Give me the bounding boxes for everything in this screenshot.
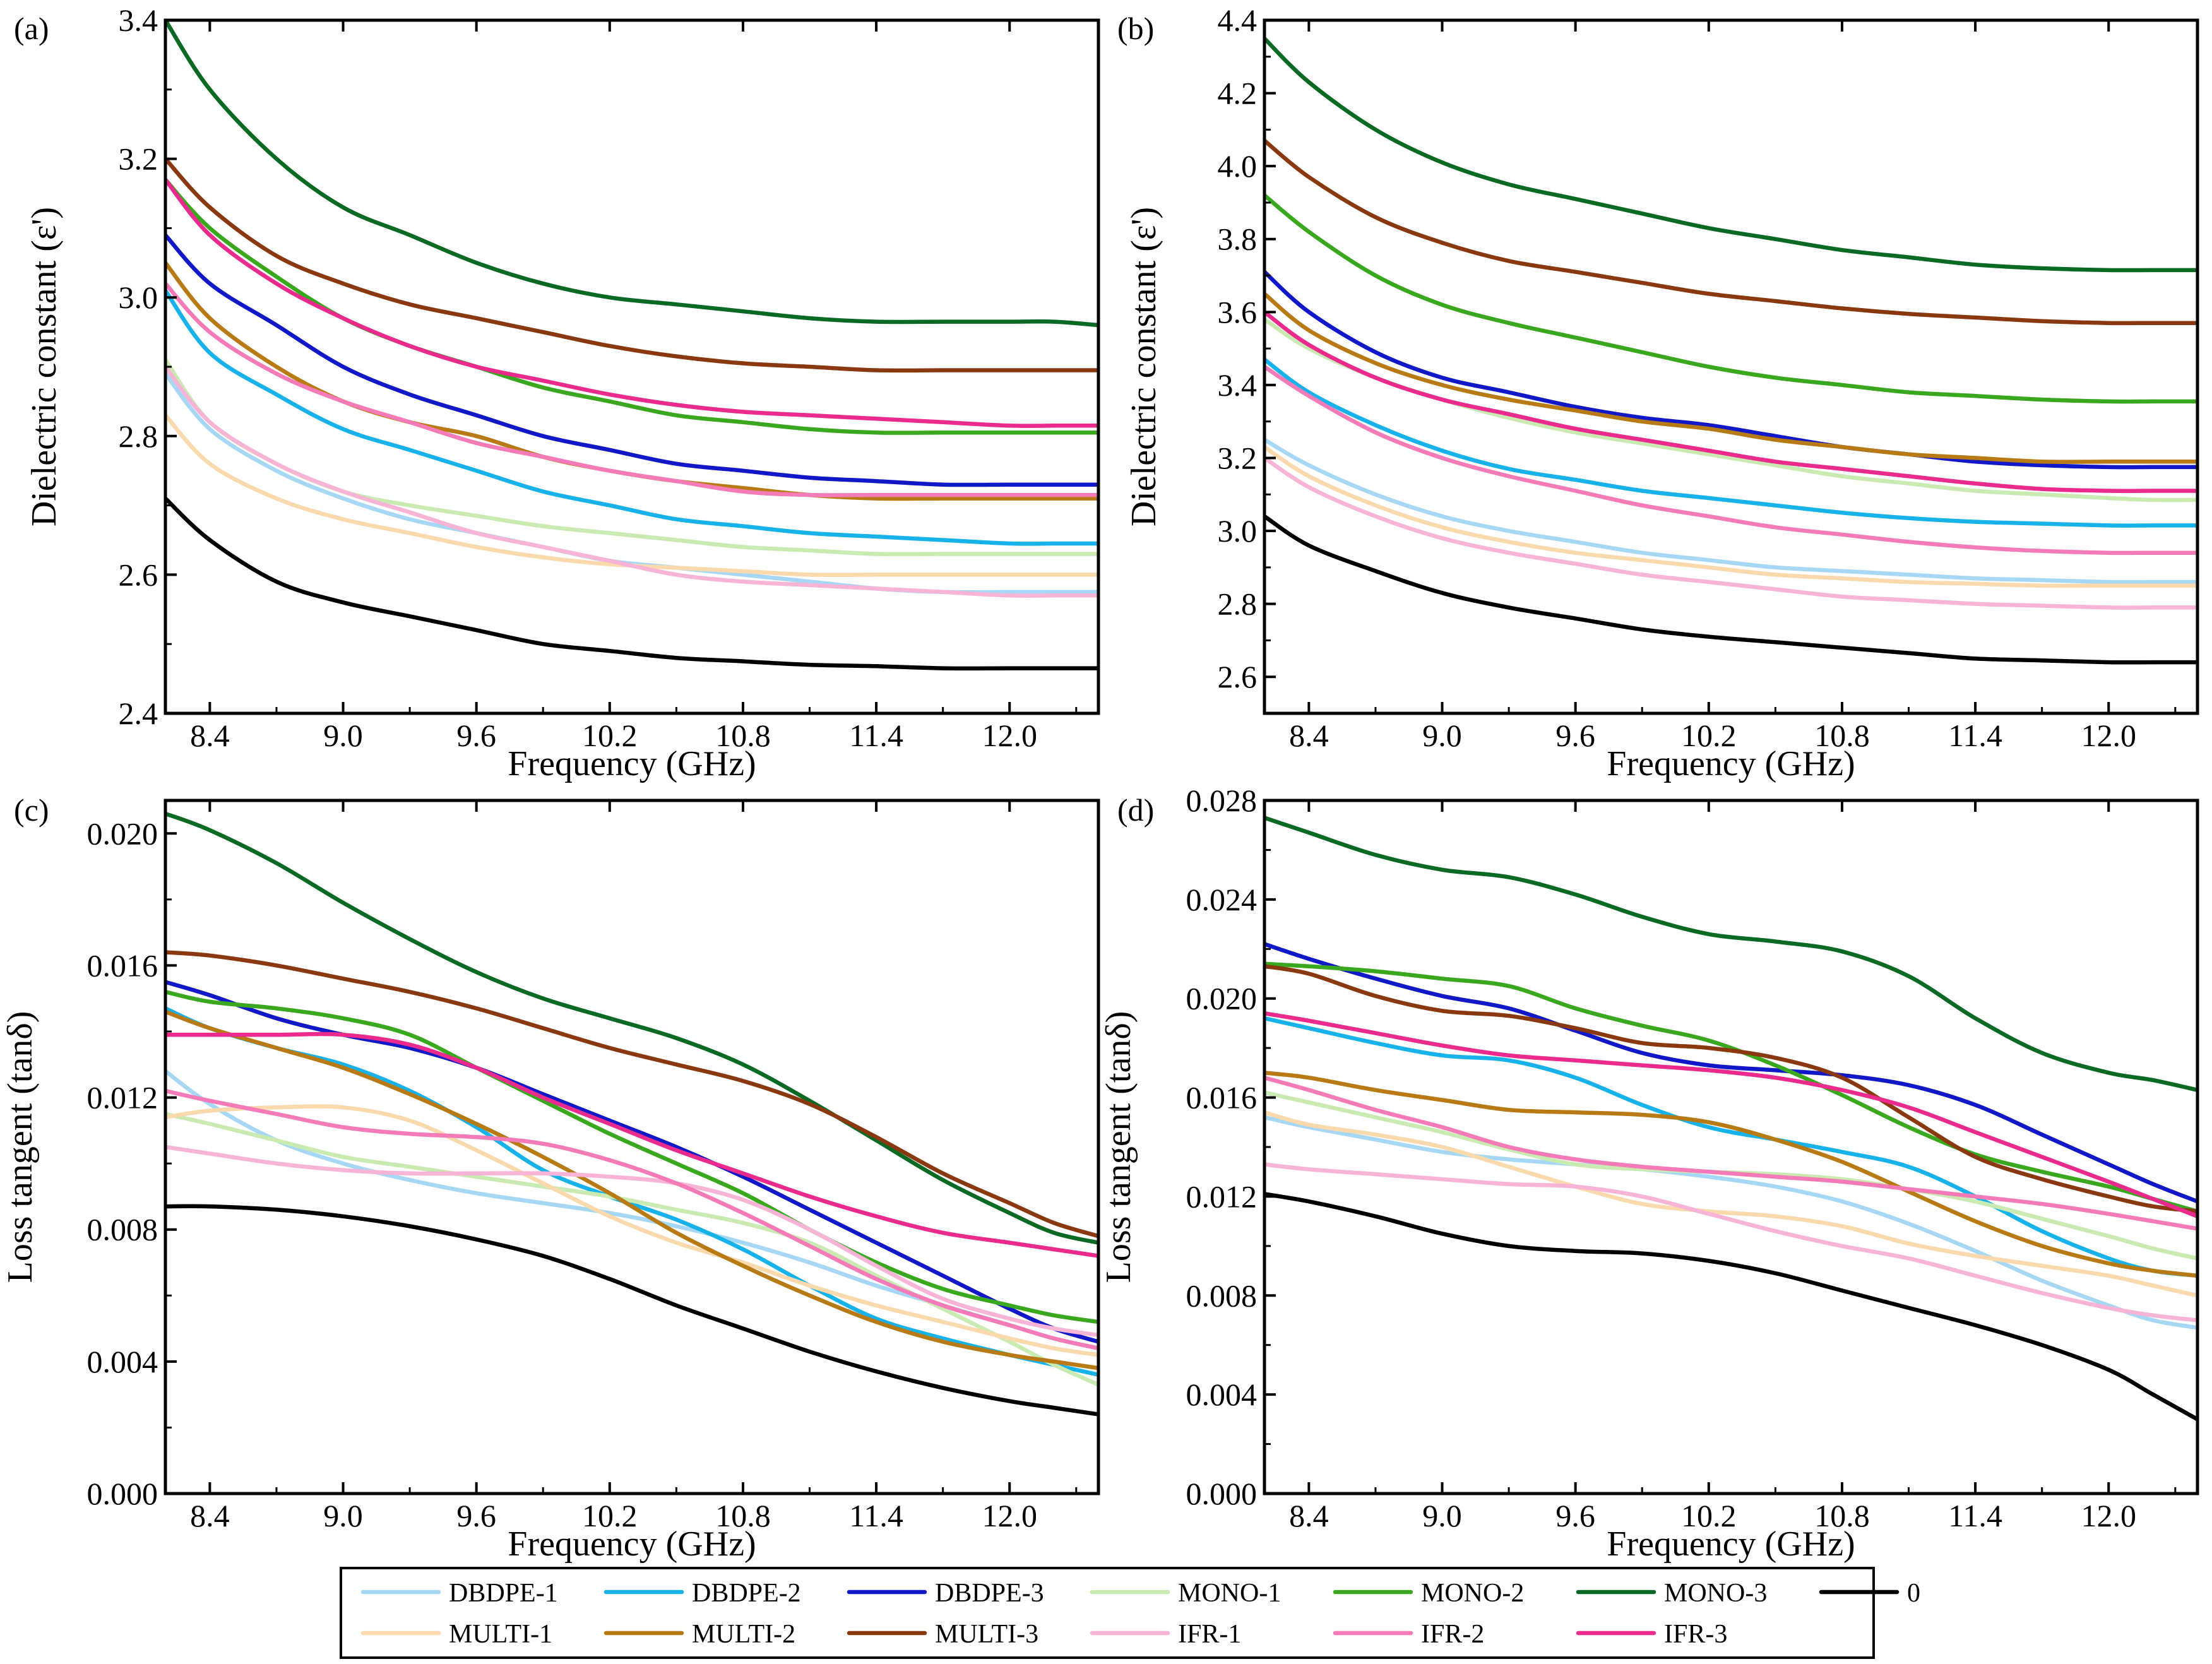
legend-label: DBDPE-1 <box>449 1579 558 1608</box>
y-tick-label: 0.016 <box>87 948 158 983</box>
y-tick-label: 0.000 <box>87 1476 158 1511</box>
x-tick-label: 12.0 <box>982 1498 1037 1533</box>
x-tick-label: 11.4 <box>849 718 903 753</box>
legend-label: MULTI-3 <box>935 1620 1038 1649</box>
y-tick-label: 0.004 <box>1186 1377 1258 1412</box>
legend-label: IFR-1 <box>1178 1620 1241 1649</box>
y-tick-label: 0.012 <box>87 1080 158 1115</box>
panel-letter: (d) <box>1117 792 1154 828</box>
legend-label: DBDPE-2 <box>692 1579 801 1608</box>
x-axis-title: Frequency (GHz) <box>1607 744 1855 783</box>
x-tick-label: 9.0 <box>323 1498 363 1533</box>
y-tick-label: 2.8 <box>1218 586 1258 622</box>
legend-label: IFR-3 <box>1664 1620 1727 1649</box>
y-tick-label: 0.000 <box>1186 1476 1258 1511</box>
y-tick-label: 4.4 <box>1218 3 1258 38</box>
y-tick-label: 0.008 <box>1186 1278 1258 1313</box>
x-tick-label: 12.0 <box>982 718 1037 753</box>
y-tick-label: 0.008 <box>87 1212 158 1247</box>
y-tick-label: 4.0 <box>1218 148 1258 184</box>
legend-label: MONO-3 <box>1664 1579 1767 1608</box>
x-tick-label: 8.4 <box>1289 1498 1329 1533</box>
x-tick-label: 9.6 <box>1555 1498 1595 1533</box>
legend-label: IFR-2 <box>1421 1620 1484 1649</box>
x-tick-label: 9.0 <box>323 718 363 753</box>
y-tick-label: 3.0 <box>119 280 158 315</box>
y-tick-label: 3.2 <box>119 141 158 177</box>
y-tick-label: 0.020 <box>1186 981 1258 1016</box>
x-tick-label: 9.6 <box>456 718 496 753</box>
legend-label: MONO-1 <box>1178 1579 1281 1608</box>
legend-label: MULTI-2 <box>692 1620 795 1649</box>
panel-letter: (c) <box>14 792 49 828</box>
legend-label: MULTI-1 <box>449 1620 552 1649</box>
legend-box <box>341 1568 1874 1658</box>
x-axis-title: Frequency (GHz) <box>1607 1524 1855 1564</box>
x-tick-label: 8.4 <box>1289 718 1329 753</box>
y-tick-label: 4.2 <box>1218 76 1258 111</box>
x-tick-label: 8.4 <box>190 718 230 753</box>
y-axis-title: Dielectric constant (ε') <box>25 207 64 526</box>
y-tick-label: 0.004 <box>87 1344 158 1379</box>
x-axis-title: Frequency (GHz) <box>508 1524 756 1564</box>
legend: DBDPE-1 DBDPE-2 DBDPE-3 MONO-1 MONO-2 MONO-3 0… <box>341 1568 1920 1658</box>
x-tick-label: 12.0 <box>2081 718 2136 753</box>
y-tick-label: 0.020 <box>87 816 158 851</box>
y-tick-label: 2.8 <box>119 419 158 454</box>
figure: 8.4 9.0 9.6 10.2 10.8 11.4 12.02.42.62.83.03.2… <box>0 0 2212 1664</box>
x-tick-label: 8.4 <box>190 1498 230 1533</box>
y-axis-title: Loss tangent (tanδ) <box>1099 1011 1138 1283</box>
y-tick-label: 2.6 <box>1218 659 1258 694</box>
y-tick-label: 0.016 <box>1186 1080 1258 1115</box>
legend-label: MONO-2 <box>1421 1579 1524 1608</box>
y-tick-label: 2.4 <box>119 696 158 731</box>
x-tick-label: 12.0 <box>2081 1498 2136 1533</box>
legend-label: DBDPE-3 <box>935 1579 1044 1608</box>
x-tick-label: 9.0 <box>1422 718 1462 753</box>
y-tick-label: 3.4 <box>119 3 158 38</box>
x-tick-label: 11.4 <box>849 1498 903 1533</box>
y-tick-label: 3.0 <box>1218 513 1258 549</box>
panel-letter: (a) <box>14 11 49 46</box>
legend-label: 0 <box>1907 1579 1920 1608</box>
x-axis-title: Frequency (GHz) <box>508 744 756 783</box>
y-axis-title: Dielectric constant (ε') <box>1124 207 1163 526</box>
y-axis-title: Loss tangent (tanδ) <box>1 1011 40 1283</box>
x-tick-label: 9.0 <box>1422 1498 1462 1533</box>
x-tick-label: 11.4 <box>1948 718 2002 753</box>
y-tick-label: 3.4 <box>1218 367 1258 403</box>
y-tick-label: 2.6 <box>119 557 158 592</box>
x-tick-label: 9.6 <box>456 1498 496 1533</box>
y-tick-label: 3.6 <box>1218 294 1258 330</box>
y-tick-label: 3.8 <box>1218 222 1258 257</box>
x-tick-label: 11.4 <box>1948 1498 2002 1533</box>
y-tick-label: 0.028 <box>1186 783 1258 818</box>
panel-letter: (b) <box>1117 11 1154 46</box>
y-tick-label: 0.024 <box>1186 882 1258 917</box>
y-tick-label: 3.2 <box>1218 440 1258 475</box>
y-tick-label: 0.012 <box>1186 1179 1258 1214</box>
x-tick-label: 9.6 <box>1555 718 1595 753</box>
